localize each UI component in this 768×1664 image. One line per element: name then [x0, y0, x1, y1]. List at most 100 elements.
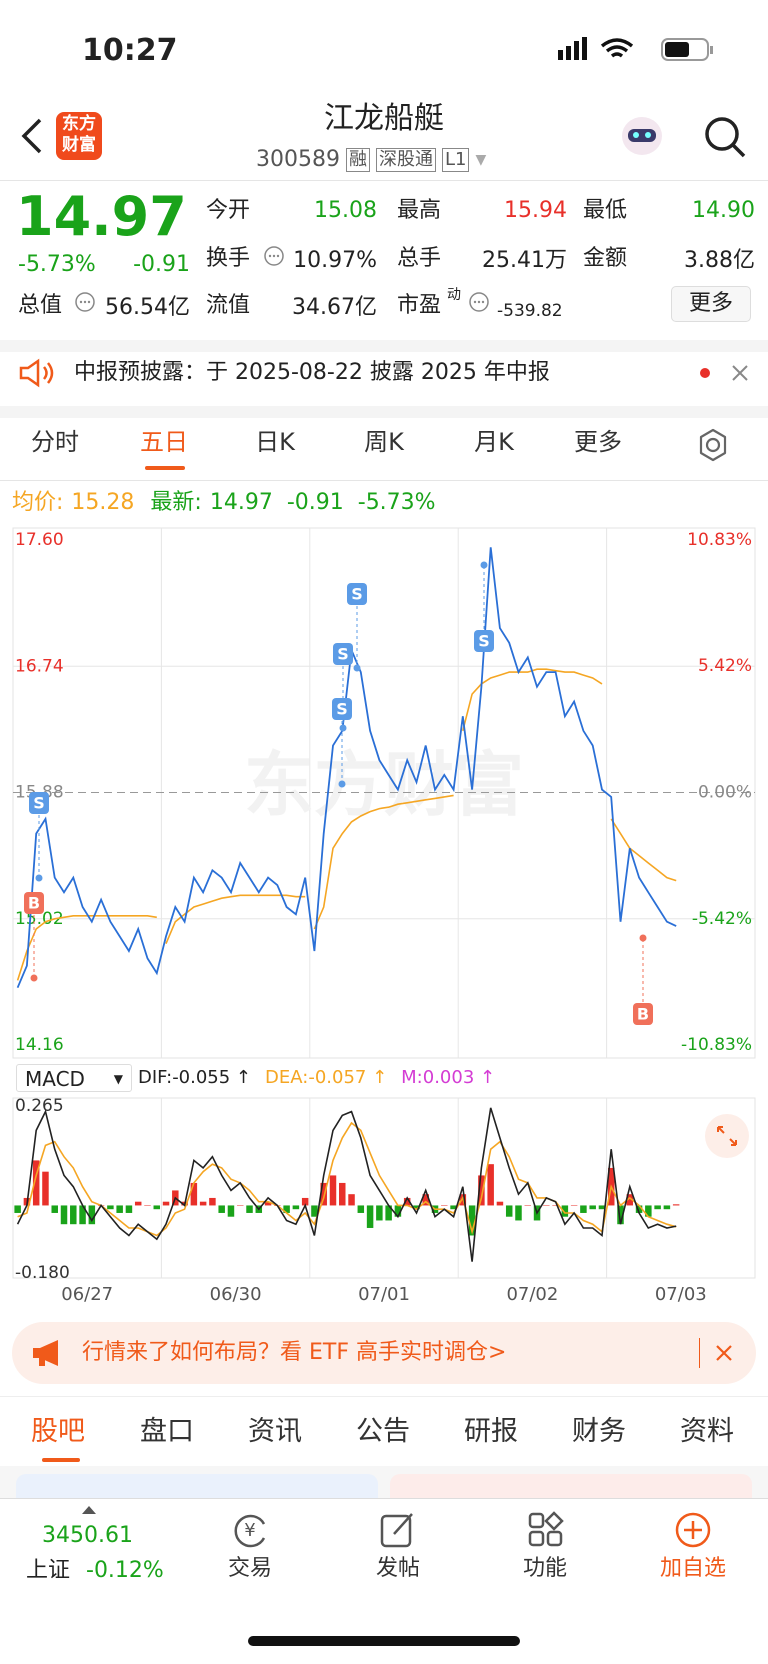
- macd-bar: [543, 1205, 550, 1206]
- more-button[interactable]: 更多: [671, 286, 751, 322]
- dea-line: [17, 1121, 677, 1237]
- status-icons: [558, 37, 713, 61]
- field-label: 最低: [583, 198, 628, 223]
- field-value: -539.82: [497, 301, 563, 321]
- chart-tab[interactable]: 更多: [574, 428, 622, 456]
- macd-bar: [524, 1205, 532, 1206]
- info-icon[interactable]: [263, 245, 285, 267]
- macd-bar: [468, 1205, 476, 1236]
- legend-label: 最新:: [150, 490, 202, 515]
- nav-label[interactable]: 交易: [227, 1556, 272, 1581]
- last-price: 14.97: [16, 185, 187, 248]
- field-label: 最高: [397, 198, 442, 223]
- section-tab[interactable]: 盘口: [140, 1416, 194, 1447]
- x-tick-label: 06/30: [210, 1284, 262, 1305]
- tag: L1: [441, 148, 470, 172]
- macd-bar: [394, 1205, 402, 1217]
- macd-bar: [617, 1205, 624, 1225]
- macd-bar: [348, 1194, 355, 1206]
- chart-tab[interactable]: 月K: [474, 428, 514, 456]
- divider: [0, 180, 768, 181]
- macd-bar: [301, 1197, 309, 1206]
- y2-tick-label: -10.83%: [681, 1035, 752, 1055]
- y2-tick-label: 10.83%: [687, 530, 752, 550]
- section-tab[interactable]: 资料: [680, 1416, 734, 1447]
- field-value: 14.90: [692, 198, 755, 223]
- macd-bar: [552, 1205, 559, 1206]
- promo-banner[interactable]: [12, 1322, 756, 1384]
- index-name[interactable]: 上证: [26, 1558, 71, 1583]
- field-label: 总值: [18, 293, 63, 318]
- macd-bar: [487, 1164, 494, 1206]
- macd-bar: [292, 1205, 300, 1210]
- app-logo[interactable]: 东方 财富: [56, 112, 102, 160]
- section-tab[interactable]: 研报: [464, 1416, 518, 1447]
- index-change[interactable]: -0.12%: [86, 1558, 164, 1583]
- up-caret: [82, 1506, 96, 1514]
- macd-bar: [236, 1205, 244, 1206]
- y-tick-label: 17.60: [15, 530, 64, 550]
- macd-bar: [190, 1182, 198, 1206]
- banner-text[interactable]: 行情来了如何布局？看 ETF 高手实时调仓>: [82, 1340, 507, 1365]
- section-tab[interactable]: 财务: [572, 1416, 626, 1447]
- add-watch-icon[interactable]: [673, 1510, 713, 1550]
- change: -0.91: [133, 252, 190, 277]
- assistant-avatar[interactable]: [616, 112, 668, 160]
- section-tab[interactable]: 股吧: [31, 1416, 85, 1447]
- settings-button[interactable]: [696, 428, 730, 462]
- trade-badge: [29, 792, 49, 814]
- legend-value: 15.28: [71, 490, 135, 515]
- stock-code: 300589: [256, 147, 340, 172]
- macd-bar: [413, 1205, 420, 1210]
- macd-bar: [209, 1197, 216, 1206]
- macd-bar: [478, 1175, 485, 1206]
- nav-label[interactable]: 功能: [522, 1556, 567, 1581]
- avg-line: [610, 818, 677, 882]
- nav-label[interactable]: 加自选: [659, 1556, 726, 1581]
- macd-bar: [329, 1175, 337, 1206]
- index-value[interactable]: 3450.61: [42, 1523, 133, 1548]
- info-icon[interactable]: [468, 291, 490, 313]
- avg-line: [313, 794, 454, 930]
- tag: 深股通: [375, 148, 436, 172]
- back-button[interactable]: [16, 116, 46, 156]
- close-button[interactable]: [714, 1343, 734, 1363]
- speaker-icon: [19, 358, 54, 388]
- dropdown-caret[interactable]: ▼: [475, 152, 487, 168]
- function-icon[interactable]: [526, 1510, 566, 1550]
- trade-badge-label: S: [33, 794, 45, 813]
- field-label: 市盈: [397, 293, 442, 318]
- trade-badge: [347, 583, 367, 605]
- macd-bar: [366, 1205, 374, 1228]
- chart-tab[interactable]: 日K: [255, 428, 295, 456]
- post-icon[interactable]: [378, 1510, 418, 1550]
- trade-icon[interactable]: ¥: [230, 1510, 270, 1550]
- trade-badge-label: S: [351, 585, 363, 604]
- section-tab[interactable]: 公告: [356, 1416, 410, 1447]
- macd-bar: [320, 1182, 327, 1206]
- chart-tab[interactable]: 分时: [31, 428, 79, 456]
- search-button[interactable]: [702, 114, 748, 160]
- stock-name: 江龙船艇: [324, 101, 444, 136]
- change-pct: -5.73%: [18, 252, 96, 277]
- macd-bar: [227, 1205, 235, 1217]
- dif-label: DIF:-0.055 ↑: [138, 1067, 252, 1088]
- close-button[interactable]: [730, 363, 750, 383]
- legend-value: -5.73%: [357, 490, 436, 515]
- notice-text[interactable]: 中报预披露：于 2025-08-22 披露 2025 年中报: [74, 360, 550, 385]
- section-tab[interactable]: 资讯: [248, 1416, 302, 1447]
- field-value: 3.88亿: [684, 248, 755, 273]
- trade-badge-label: S: [337, 645, 349, 664]
- field-value: 15.94: [504, 198, 567, 223]
- info-icon[interactable]: [74, 291, 96, 313]
- trade-point: [353, 664, 361, 672]
- expand-button[interactable]: [704, 1113, 750, 1159]
- macd-bar: [246, 1205, 253, 1213]
- unread-dot: [700, 368, 710, 378]
- macd-bar: [51, 1205, 58, 1213]
- trade-point: [338, 780, 346, 788]
- chart-tab[interactable]: 五日: [140, 428, 188, 456]
- chart-tab[interactable]: 周K: [364, 428, 404, 456]
- nav-label[interactable]: 发帖: [375, 1556, 420, 1581]
- indicator-selector[interactable]: MACD ▼: [16, 1064, 132, 1092]
